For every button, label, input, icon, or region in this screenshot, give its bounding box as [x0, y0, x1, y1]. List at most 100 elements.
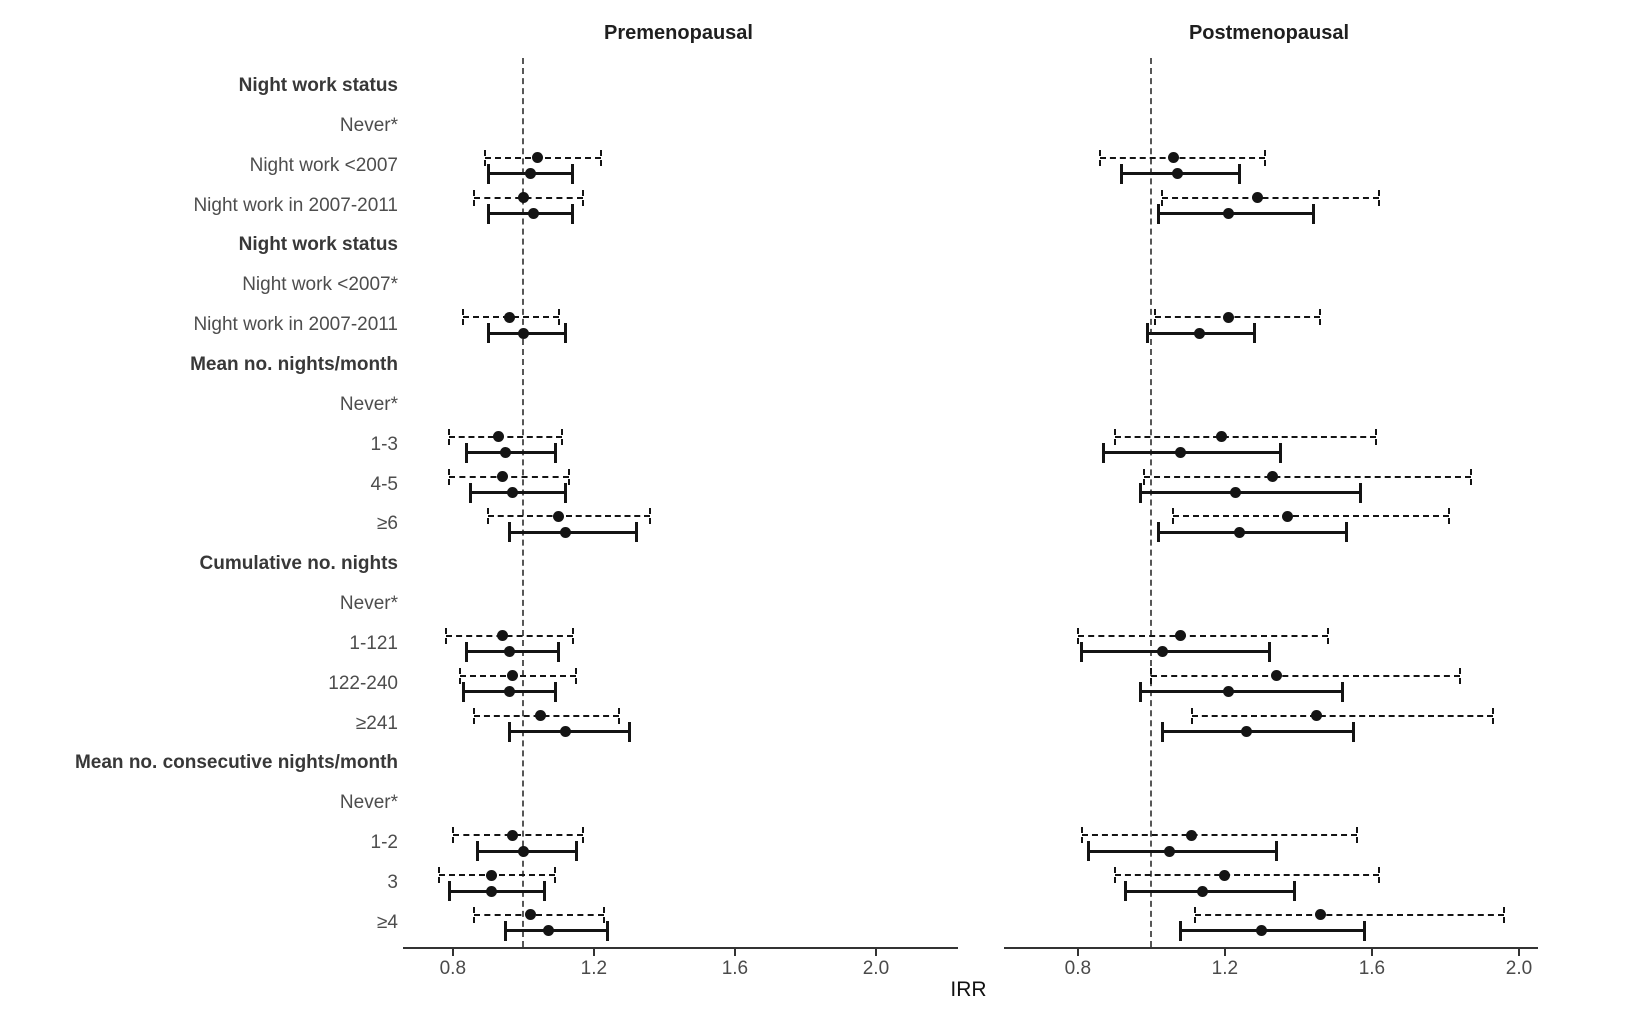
ci-dashed-line [445, 634, 573, 637]
ci-dashed-cap-low [1161, 189, 1164, 206]
ci-solid-cap-low [507, 721, 511, 742]
ci-dashed-cap-low [451, 827, 454, 844]
x-tick-label: 1.6 [1358, 958, 1386, 979]
ci-solid-line [1081, 650, 1269, 654]
ci-solid-cap-low [465, 641, 469, 662]
point-estimate-dashed [517, 192, 529, 204]
row-header-label: Mean no. consecutive nights/month [74, 752, 398, 774]
x-tick-mark [1517, 949, 1520, 956]
point-estimate-solid [1241, 726, 1253, 738]
row-label: Night work <2007 [249, 154, 398, 176]
ci-dashed-cap-high [603, 906, 606, 923]
point-estimate-dashed [503, 311, 515, 323]
ci-solid-cap-high [564, 323, 568, 344]
ci-dashed-cap-high [557, 309, 560, 326]
row-header-label: Mean no. nights/month [190, 353, 398, 375]
x-axis-line [403, 947, 958, 949]
ci-solid-cap-high [1363, 920, 1367, 941]
ci-solid-cap-low [1087, 841, 1091, 862]
row-header-label: Night work status [238, 234, 398, 256]
point-estimate-solid [1230, 487, 1242, 498]
ci-dashed-cap-low [472, 707, 475, 724]
point-estimate-solid [1256, 925, 1268, 937]
ci-dashed-cap-high [1470, 468, 1473, 485]
ci-solid-cap-high [553, 442, 557, 463]
point-estimate-dashed [553, 510, 565, 522]
ci-dashed-cap-high [1319, 309, 1322, 326]
row-header-label: Night work status [238, 75, 398, 96]
ci-dashed-cap-high [561, 428, 564, 445]
ci-dashed-line [488, 515, 651, 518]
ci-solid-cap-high [634, 522, 638, 543]
ci-dashed-cap-high [1492, 707, 1495, 724]
ci-solid-cap-high [571, 203, 575, 224]
point-estimate-solid [1193, 327, 1205, 339]
ci-solid-cap-high [1293, 881, 1297, 901]
ci-dashed-cap-low [1113, 867, 1116, 883]
ci-dashed-cap-high [1326, 627, 1329, 644]
point-estimate-solid [560, 726, 572, 738]
x-axis-title: IRR [950, 978, 987, 1001]
row-label: 122-240 [328, 672, 398, 694]
ci-dashed-cap-low [472, 189, 475, 206]
x-tick-label: 0.8 [1064, 958, 1092, 979]
panel-title-premenopausal: Premenopausal [604, 22, 753, 44]
ci-dashed-cap-high [568, 468, 571, 485]
ci-solid-cap-low [468, 482, 472, 503]
ci-dashed-line [473, 913, 605, 916]
point-estimate-dashed [1281, 510, 1293, 522]
ci-dashed-cap-low [1194, 906, 1197, 923]
ci-solid-cap-low [1179, 920, 1183, 941]
ci-dashed-cap-low [448, 428, 451, 445]
point-estimate-dashed [531, 152, 543, 164]
row-header-label: Cumulative no. nights [199, 553, 398, 575]
row-label: Night work in 2007-2011 [193, 194, 398, 216]
panel-title-postmenopausal: Postmenopausal [1188, 22, 1350, 44]
x-tick-mark [1370, 949, 1373, 956]
x-tick-mark [1223, 949, 1226, 956]
point-estimate-solid [500, 447, 512, 459]
ci-dashed-line [449, 475, 570, 478]
point-estimate-solid [560, 526, 572, 538]
ci-dashed-line [1081, 834, 1358, 837]
ci-solid-cap-high [1267, 641, 1271, 662]
ci-dashed-cap-low [1150, 667, 1153, 684]
ci-dashed-cap-high [1459, 667, 1462, 684]
point-estimate-dashed [507, 829, 519, 841]
x-tick-label: 2.0 [862, 958, 890, 979]
row-label: 1-121 [349, 632, 398, 654]
ci-dashed-cap-low [1098, 149, 1101, 166]
x-tick-label: 1.2 [580, 958, 608, 979]
x-tick-label: 2.0 [1505, 958, 1533, 979]
point-estimate-dashed [496, 471, 508, 482]
row-label: 1-2 [370, 832, 398, 854]
point-estimate-dashed [486, 869, 498, 881]
ci-dashed-line [449, 435, 563, 438]
ci-dashed-cap-high [575, 667, 578, 684]
ci-dashed-line [1144, 475, 1472, 478]
point-estimate-dashed [493, 431, 505, 443]
point-estimate-solid [524, 168, 536, 180]
ci-dashed-cap-low [1143, 468, 1145, 485]
point-estimate-solid [1223, 208, 1235, 220]
ci-solid-cap-low [504, 920, 508, 941]
x-tick-mark [592, 949, 595, 956]
x-tick-mark [1076, 949, 1079, 956]
point-estimate-dashed [1314, 909, 1326, 921]
point-estimate-solid [1156, 646, 1168, 658]
row-label: Night work in 2007-2011 [193, 314, 398, 336]
ci-solid-line [1158, 530, 1347, 534]
ci-solid-cap-high [1311, 203, 1315, 224]
point-estimate-solid [1164, 845, 1176, 857]
point-estimate-solid [517, 845, 529, 857]
row-label: ≥4 [377, 911, 398, 933]
ci-dashed-cap-low [1076, 627, 1079, 644]
ci-solid-cap-high [1344, 522, 1348, 543]
point-estimate-solid [1171, 168, 1183, 180]
row-label: 3 [387, 872, 398, 893]
ci-dashed-cap-high [1378, 867, 1381, 883]
ci-dashed-cap-high [1356, 827, 1359, 844]
ci-dashed-cap-high [571, 627, 574, 644]
ci-dashed-line [473, 714, 619, 717]
ci-dashed-cap-low [458, 667, 461, 684]
